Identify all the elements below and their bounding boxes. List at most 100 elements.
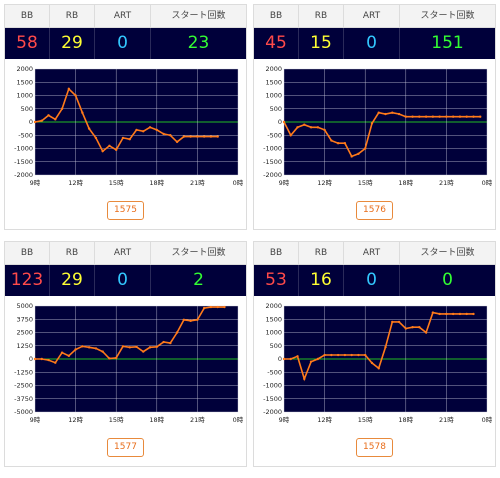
data-point <box>397 320 401 324</box>
x-tick-label: 21時 <box>190 416 205 424</box>
y-tick-label: 1000 <box>265 92 282 100</box>
data-point <box>81 345 84 348</box>
y-tick-label: 5000 <box>16 302 33 310</box>
data-point <box>108 357 111 360</box>
rb-value: 29 <box>50 265 95 296</box>
bb-header: BB <box>5 242 50 264</box>
data-point <box>343 142 347 145</box>
data-point <box>135 128 138 132</box>
rb-header: RB <box>50 5 95 27</box>
data-point <box>121 136 125 140</box>
y-tick-label: 500 <box>21 105 33 113</box>
data-point <box>216 135 219 138</box>
data-point <box>169 134 172 137</box>
start-value: 0 <box>442 270 453 290</box>
data-point <box>424 331 428 334</box>
data-point <box>60 107 64 110</box>
machine-number-button[interactable]: 1577 <box>107 438 144 457</box>
machine-number-button[interactable]: 1575 <box>107 201 144 220</box>
y-tick-label: -500 <box>267 131 282 139</box>
data-point <box>309 126 313 129</box>
y-tick-label: -1500 <box>263 395 282 403</box>
data-point <box>451 312 455 316</box>
data-point <box>438 115 441 118</box>
x-tick-label: 18時 <box>149 179 164 187</box>
y-tick-label: 500 <box>270 342 282 350</box>
art-value: 0 <box>95 28 151 59</box>
bb-header: BB <box>254 242 299 264</box>
data-point <box>458 312 462 316</box>
machine-number-button[interactable]: 1576 <box>356 201 393 220</box>
data-point <box>296 355 299 358</box>
bb-value: 123 <box>5 265 50 296</box>
data-point <box>377 367 380 370</box>
data-point <box>370 361 374 365</box>
stats-header-row: BB RB ART スタート回数 <box>5 5 246 28</box>
data-point <box>282 120 286 124</box>
data-point <box>391 320 394 324</box>
stats-header-row: BB RB ART スタート回数 <box>254 5 495 28</box>
y-tick-label: 0 <box>29 118 33 126</box>
art-header: ART <box>344 5 400 27</box>
data-point <box>438 312 441 316</box>
data-point <box>303 377 306 381</box>
stats-header-row: BB RB ART スタート回数 <box>254 242 495 265</box>
data-point <box>142 350 145 353</box>
data-point <box>162 340 165 344</box>
data-point <box>289 134 292 137</box>
data-point <box>94 347 98 350</box>
data-point <box>418 326 421 329</box>
x-tick-label: 9時 <box>279 179 290 187</box>
data-point <box>309 360 313 363</box>
data-point <box>330 139 333 142</box>
data-point <box>135 345 138 349</box>
data-point <box>87 346 91 349</box>
data-point <box>169 341 172 345</box>
x-tick-label: 18時 <box>398 416 413 424</box>
data-point <box>148 346 152 349</box>
data-point <box>479 115 482 118</box>
bb-value: 53 <box>254 265 299 296</box>
data-point <box>458 115 462 118</box>
data-point <box>108 144 111 148</box>
x-tick-label: 15時 <box>358 179 373 187</box>
stats-header-row: BB RB ART スタート回数 <box>5 242 246 265</box>
art-header: ART <box>95 5 151 27</box>
data-point <box>162 132 165 136</box>
machine-number-button[interactable]: 1578 <box>356 438 393 457</box>
machine-panel: BB RB ART スタート回数 53 16 0 0 2000 1500 1000 500 0 -500-… <box>253 241 496 467</box>
data-point <box>364 147 367 150</box>
data-point <box>155 345 158 349</box>
start-header: スタート回数 <box>420 11 475 21</box>
data-point <box>336 142 340 145</box>
stats-value-row: 58 29 0 23 <box>5 28 246 59</box>
data-point <box>370 122 374 125</box>
y-tick-label: 2000 <box>16 65 33 73</box>
data-point <box>115 356 118 360</box>
data-point <box>296 126 299 129</box>
y-tick-label: 1500 <box>265 315 282 323</box>
data-point <box>377 111 380 114</box>
data-point <box>364 353 367 357</box>
x-tick-label: 9時 <box>30 179 41 187</box>
data-point <box>303 123 306 126</box>
stats-table: BB RB ART スタート回数 123 29 0 2 <box>5 242 246 296</box>
y-tick-label: 3750 <box>16 315 33 323</box>
start-header: スタート回数 <box>171 248 226 258</box>
y-tick-label: 2500 <box>16 329 33 337</box>
stats-table: BB RB ART スタート回数 45 15 0 151 <box>254 5 495 59</box>
data-point <box>128 346 131 349</box>
data-point <box>357 152 360 155</box>
data-point <box>128 138 131 141</box>
rb-value: 16 <box>299 265 344 296</box>
rb-value: 29 <box>50 28 95 59</box>
data-point <box>404 327 407 330</box>
rb-value: 15 <box>299 28 344 59</box>
stats-table: BB RB ART スタート回数 53 16 0 0 <box>254 242 495 296</box>
data-point <box>67 87 71 91</box>
data-point <box>223 305 226 309</box>
data-point <box>40 119 43 122</box>
data-point <box>384 112 387 116</box>
